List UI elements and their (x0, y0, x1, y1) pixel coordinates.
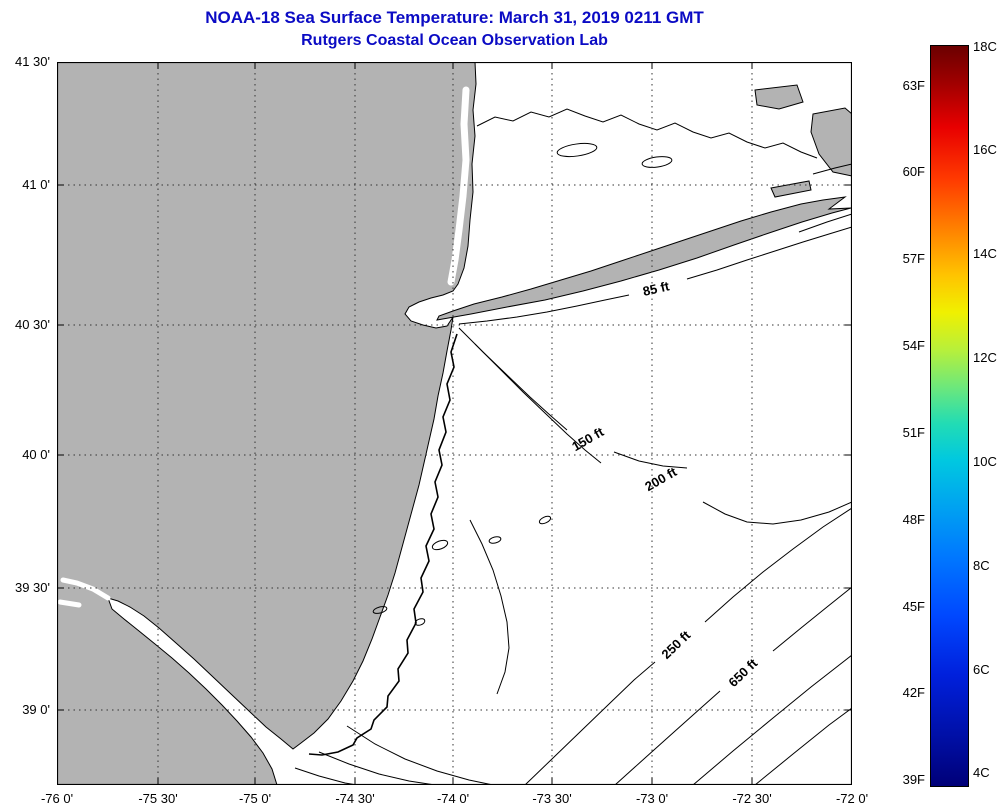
colorbar-c-label: 12C (973, 350, 997, 365)
lat-label: 40 30' (14, 317, 50, 332)
deep-isobath-2 (754, 707, 853, 786)
colorbar-c-label: 10C (973, 454, 997, 469)
colorbar-f-label: 51F (902, 425, 925, 440)
lat-label: 39 0' (22, 702, 50, 717)
axis-tick-marks (57, 62, 852, 785)
connecticut-land-patch (754, 84, 804, 110)
lon-label: -74 30' (335, 791, 375, 806)
isobath-150ft-east (613, 451, 688, 469)
connecticut-coastline (476, 108, 818, 159)
lon-label: -73 0' (635, 791, 669, 806)
lat-label: 40 0' (22, 447, 50, 462)
graticule-gridlines (57, 62, 852, 785)
figure-subtitle: Rutgers Coastal Ocean Observation Lab (301, 32, 608, 49)
colorbar-f-label: 57F (902, 251, 925, 266)
figure-title: NOAA-18 Sea Surface Temperature: March 3… (205, 8, 704, 27)
isobath-200ft-east (702, 501, 853, 525)
isobath-650ft (614, 690, 721, 786)
lon-label: -73 30' (532, 791, 572, 806)
colorbar-f-label: 63F (902, 78, 925, 93)
shelf-shoal-outlines (372, 515, 552, 626)
map-canvas: 85 ft 150 ft 200 ft 250 ft 650 ft (56, 61, 853, 786)
isobath-200ft (474, 343, 602, 464)
lat-label: 41 30' (14, 54, 50, 69)
northeast-corner-land (810, 107, 853, 177)
lon-label: -72 0' (835, 791, 869, 806)
lat-label: 41 0' (22, 177, 50, 192)
long-island-landmass (436, 196, 852, 321)
map-plot-area: 85 ft 150 ft 200 ft 250 ft 650 ft (56, 61, 853, 786)
mainland-landmass (56, 61, 477, 786)
capemay-contours (294, 519, 510, 786)
colorbar-f-label: 45F (902, 599, 925, 614)
lon-label: -74 0' (436, 791, 470, 806)
colorbar-f-label: 42F (902, 685, 925, 700)
colorbar-c-label: 4C (973, 765, 990, 780)
colorbar-f-label: 60F (902, 164, 925, 179)
depth-label-85ft: 85 ft (641, 278, 671, 299)
colorbar-f-label: 48F (902, 512, 925, 527)
temperature-colorbar (930, 45, 969, 787)
colorbar-c-label: 14C (973, 246, 997, 261)
lon-label: -72 30' (732, 791, 772, 806)
isobath-250ft (524, 661, 656, 786)
plot-border (56, 61, 853, 786)
colorbar-f-label: 39F (902, 772, 925, 787)
lon-label: -75 0' (238, 791, 272, 806)
river-mark (57, 599, 82, 608)
isobath-85ft (458, 294, 630, 325)
lon-label: -75 30' (138, 791, 178, 806)
lon-label: -76 0' (40, 791, 74, 806)
colorbar-gradient (931, 46, 968, 786)
lat-label: 39 30' (14, 580, 50, 595)
colorbar-c-label: 16C (973, 142, 997, 157)
colorbar-c-label: 8C (973, 558, 990, 573)
montauk-contours (798, 163, 853, 233)
isobath-250ft-east (704, 507, 853, 623)
hudson-river (447, 86, 470, 286)
isobath-85ft-east (686, 226, 853, 280)
colorbar-f-label: 54F (902, 338, 925, 353)
nearshore-contour (308, 333, 458, 756)
isobath-650ft-east (772, 586, 853, 652)
colorbar-c-label: 18C (973, 39, 997, 54)
deep-isobath-1 (692, 654, 853, 786)
delaware-river (60, 577, 111, 601)
sound-shoal-outlines (556, 142, 673, 168)
colorbar-c-label: 6C (973, 662, 990, 677)
